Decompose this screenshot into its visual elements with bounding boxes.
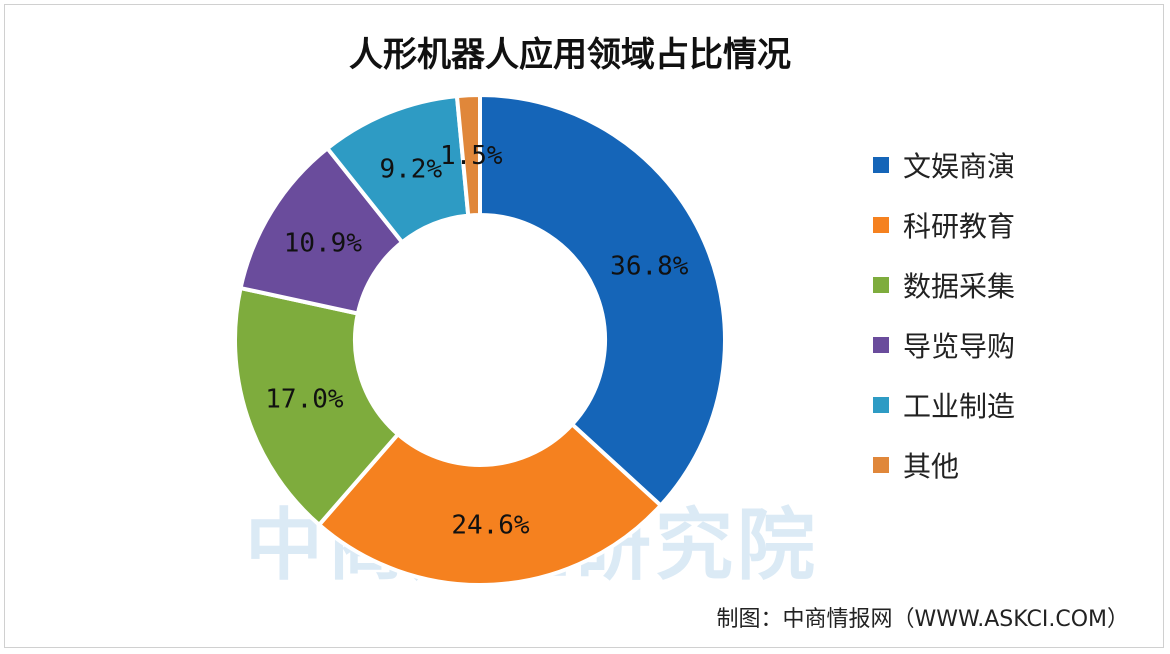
legend-item-1: 文娱商演	[873, 145, 1015, 185]
donut-chart: 36.8% 24.6% 17.0% 10.9% 9.2%1.5%	[233, 92, 727, 587]
legend-swatch	[873, 397, 889, 413]
legend: 文娱商演科研教育数据采集导览导购工业制造其他	[873, 145, 1015, 505]
legend-swatch	[873, 457, 889, 473]
legend-item-4: 导览导购	[873, 325, 1015, 365]
legend-item-2: 科研教育	[873, 205, 1015, 245]
legend-item-6: 其他	[873, 445, 1015, 485]
legend-label: 导览导购	[903, 330, 1016, 363]
legend-swatch	[873, 337, 889, 353]
slice-label-4: 10.9%	[284, 228, 363, 258]
chart-title: 人形机器人应用领域占比情况	[349, 35, 791, 75]
source-note: 制图：中商情报网（WWW.ASKCI.COM）	[716, 607, 1129, 632]
legend-swatch	[873, 217, 889, 233]
slice-label-3: 17.0%	[265, 384, 344, 414]
legend-item-5: 工业制造	[873, 385, 1015, 425]
slice-label-6: 1.5%	[440, 141, 503, 171]
slice-label-5: 9.2%	[380, 154, 443, 184]
slice-1	[478, 92, 727, 509]
legend-label: 科研教育	[903, 210, 1016, 243]
slice-label-1: 36.8%	[610, 251, 689, 281]
slice-6	[454, 92, 482, 218]
slice-label-2: 24.6%	[451, 511, 530, 541]
legend-label: 其他	[903, 450, 960, 483]
slice-3	[233, 285, 401, 528]
legend-label: 工业制造	[903, 390, 1016, 423]
legend-item-3: 数据采集	[873, 265, 1015, 305]
legend-swatch	[873, 157, 889, 173]
legend-swatch	[873, 277, 889, 293]
chart-frame: 中商产业研究院 人形机器人应用领域占比情况 36.8%24.6%17.0%10.…	[4, 4, 1164, 648]
slice-2	[316, 421, 664, 587]
legend-label: 数据采集	[903, 270, 1016, 303]
legend-label: 文娱商演	[903, 150, 1016, 183]
